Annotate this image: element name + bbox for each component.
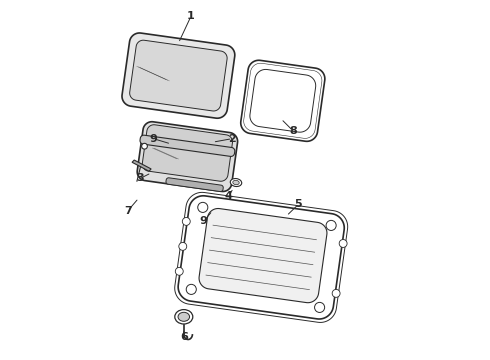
Polygon shape xyxy=(178,196,344,319)
Ellipse shape xyxy=(230,179,242,186)
Text: 8: 8 xyxy=(290,126,297,136)
Polygon shape xyxy=(122,33,235,118)
Text: 9: 9 xyxy=(149,134,157,144)
Polygon shape xyxy=(132,160,151,171)
Polygon shape xyxy=(166,178,223,192)
Text: 6: 6 xyxy=(180,332,188,342)
Text: 3: 3 xyxy=(137,173,145,183)
Circle shape xyxy=(175,267,183,275)
Circle shape xyxy=(315,302,325,312)
Polygon shape xyxy=(199,208,327,303)
Ellipse shape xyxy=(175,310,193,324)
Text: 1: 1 xyxy=(187,11,195,21)
Circle shape xyxy=(332,289,340,297)
Polygon shape xyxy=(142,125,232,181)
Ellipse shape xyxy=(178,312,190,321)
Circle shape xyxy=(186,284,196,294)
Polygon shape xyxy=(140,135,235,157)
Circle shape xyxy=(198,202,208,212)
Text: 7: 7 xyxy=(124,206,132,216)
Polygon shape xyxy=(241,60,325,141)
Circle shape xyxy=(339,239,347,247)
Polygon shape xyxy=(137,122,238,192)
Text: 9: 9 xyxy=(199,216,208,226)
Circle shape xyxy=(179,242,187,250)
Polygon shape xyxy=(250,69,316,132)
Text: 4: 4 xyxy=(225,191,233,201)
Text: 2: 2 xyxy=(228,134,236,144)
Ellipse shape xyxy=(233,180,239,185)
Circle shape xyxy=(326,220,336,230)
Text: 5: 5 xyxy=(294,199,302,210)
Polygon shape xyxy=(130,40,227,111)
Circle shape xyxy=(182,217,190,225)
Circle shape xyxy=(142,143,147,149)
